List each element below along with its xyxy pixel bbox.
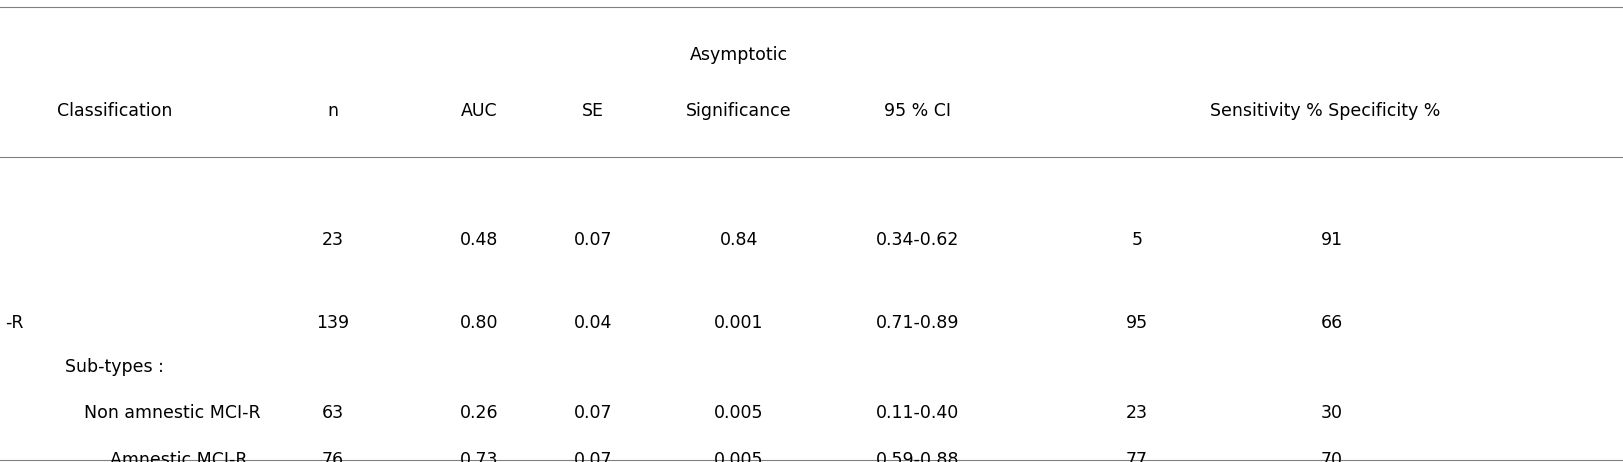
Text: 30: 30 bbox=[1319, 405, 1342, 422]
Text: 95: 95 bbox=[1125, 315, 1147, 332]
Text: Asymptotic: Asymptotic bbox=[690, 47, 787, 64]
Text: 0.48: 0.48 bbox=[459, 231, 498, 249]
Text: 0.71-0.89: 0.71-0.89 bbox=[875, 315, 959, 332]
Text: 23: 23 bbox=[1125, 405, 1147, 422]
Text: 0.34-0.62: 0.34-0.62 bbox=[875, 231, 959, 249]
Text: 77: 77 bbox=[1125, 451, 1147, 462]
Text: 0.07: 0.07 bbox=[573, 405, 612, 422]
Text: 70: 70 bbox=[1319, 451, 1342, 462]
Text: 0.07: 0.07 bbox=[573, 451, 612, 462]
Text: 0.84: 0.84 bbox=[719, 231, 758, 249]
Text: 0.001: 0.001 bbox=[714, 315, 763, 332]
Text: Significance: Significance bbox=[685, 102, 792, 120]
Text: 0.59-0.88: 0.59-0.88 bbox=[875, 451, 959, 462]
Text: 0.07: 0.07 bbox=[573, 231, 612, 249]
Text: 0.73: 0.73 bbox=[459, 451, 498, 462]
Text: 66: 66 bbox=[1319, 315, 1342, 332]
Text: 76: 76 bbox=[321, 451, 344, 462]
Text: 5: 5 bbox=[1131, 231, 1141, 249]
Text: Amnestic MCI-R: Amnestic MCI-R bbox=[110, 451, 248, 462]
Text: 95 % CI: 95 % CI bbox=[883, 102, 951, 120]
Text: Sub-types :: Sub-types : bbox=[65, 359, 164, 376]
Text: 63: 63 bbox=[321, 405, 344, 422]
Text: Classification: Classification bbox=[57, 102, 172, 120]
Text: 0.11-0.40: 0.11-0.40 bbox=[875, 405, 959, 422]
Text: 23: 23 bbox=[321, 231, 344, 249]
Text: 91: 91 bbox=[1319, 231, 1342, 249]
Text: n: n bbox=[328, 102, 338, 120]
Text: 0.005: 0.005 bbox=[714, 405, 763, 422]
Text: Non amnestic MCI-R: Non amnestic MCI-R bbox=[84, 405, 261, 422]
Text: -R: -R bbox=[5, 315, 23, 332]
Text: 0.005: 0.005 bbox=[714, 451, 763, 462]
Text: Sensitivity % Specificity %: Sensitivity % Specificity % bbox=[1209, 102, 1440, 120]
Text: 139: 139 bbox=[316, 315, 349, 332]
Text: AUC: AUC bbox=[461, 102, 497, 120]
Text: 0.26: 0.26 bbox=[459, 405, 498, 422]
Text: 0.04: 0.04 bbox=[573, 315, 612, 332]
Text: SE: SE bbox=[581, 102, 604, 120]
Text: 0.80: 0.80 bbox=[459, 315, 498, 332]
